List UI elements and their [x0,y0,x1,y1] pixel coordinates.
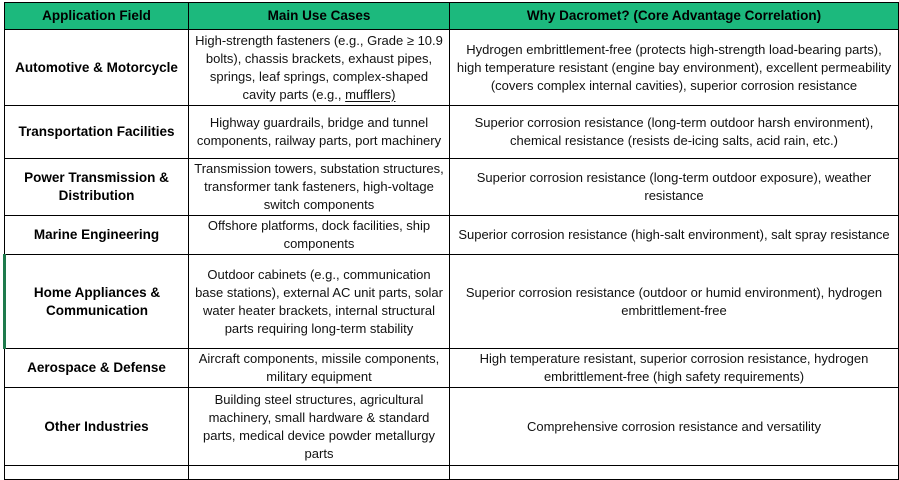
table-row-transportation: Transportation Facilities Highway guardr… [4,105,899,159]
cell-application-field: Other Industries [4,387,189,466]
cell-application-field: Marine Engineering [4,215,189,255]
cell-use-cases: Offshore platforms, dock facilities, shi… [188,215,450,255]
cell-use-cases: Highway guardrails, bridge and tunnel co… [188,105,450,159]
cell-why-dacromet: Hydrogen embrittlement-free (protects hi… [449,29,899,106]
table-row-marine: Marine Engineering Offshore platforms, d… [4,215,899,255]
application-fields-table: Application Field Main Use Cases Why Dac… [3,2,899,480]
table-row-aerospace: Aerospace & Defense Aircraft components,… [4,348,899,388]
cell-application-field: Transportation Facilities [4,105,189,159]
cell-why-dacromet: Superior corrosion resistance (long-term… [449,105,899,159]
cell-why-dacromet: High temperature resistant, superior cor… [449,348,899,388]
use-cases-text: High-strength fasteners (e.g., Grade ≥ 1… [195,32,443,102]
table-row-automotive: Automotive & Motorcycle High-strength fa… [4,29,899,106]
header-main-use-cases: Main Use Cases [188,2,450,30]
cell-use-cases: Outdoor cabinets (e.g., communication ba… [188,254,450,349]
empty-cell [449,465,899,480]
empty-cell [188,465,450,480]
cell-use-cases: Aircraft components, missile components,… [188,348,450,388]
partial-empty-row [4,465,899,480]
cell-why-dacromet: Superior corrosion resistance (long-term… [449,158,899,216]
cell-why-dacromet: Superior corrosion resistance (high-salt… [449,215,899,255]
use-cases-underlined-text: mufflers) [345,86,396,102]
table-row-other-industries: Other Industries Building steel structur… [4,387,899,466]
empty-cell [4,465,189,480]
cell-application-field: Automotive & Motorcycle [4,29,189,106]
cell-why-dacromet: Superior corrosion resistance (outdoor o… [449,254,899,349]
header-application-field: Application Field [4,2,189,30]
table-row-power: Power Transmission & Distribution Transm… [4,158,899,216]
table-row-home-appliances: Home Appliances & Communication Outdoor … [3,254,899,349]
cell-why-dacromet: Comprehensive corrosion resistance and v… [449,387,899,466]
cell-application-field: Power Transmission & Distribution [4,158,189,216]
dacromet-application-table: Application Field Main Use Cases Why Dac… [3,2,899,480]
cell-use-cases: Building steel structures, agricultural … [188,387,450,466]
header-row: Application Field Main Use Cases Why Dac… [4,2,899,30]
cell-use-cases: Transmission towers, substation structur… [188,158,450,216]
cell-application-field: Home Appliances & Communication [3,254,189,349]
cell-use-cases: High-strength fasteners (e.g., Grade ≥ 1… [188,29,450,106]
header-why-dacromet: Why Dacromet? (Core Advantage Correlatio… [449,2,899,30]
cell-application-field: Aerospace & Defense [4,348,189,388]
